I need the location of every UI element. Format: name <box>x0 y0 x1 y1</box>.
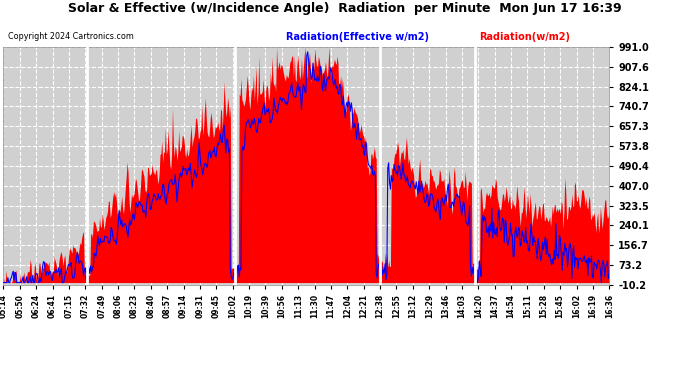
Text: Radiation(w/m2): Radiation(w/m2) <box>480 32 571 42</box>
Text: Radiation(Effective w/m2): Radiation(Effective w/m2) <box>286 32 429 42</box>
Text: Copyright 2024 Cartronics.com: Copyright 2024 Cartronics.com <box>8 32 134 41</box>
Text: Solar & Effective (w/Incidence Angle)  Radiation  per Minute  Mon Jun 17 16:39: Solar & Effective (w/Incidence Angle) Ra… <box>68 2 622 15</box>
